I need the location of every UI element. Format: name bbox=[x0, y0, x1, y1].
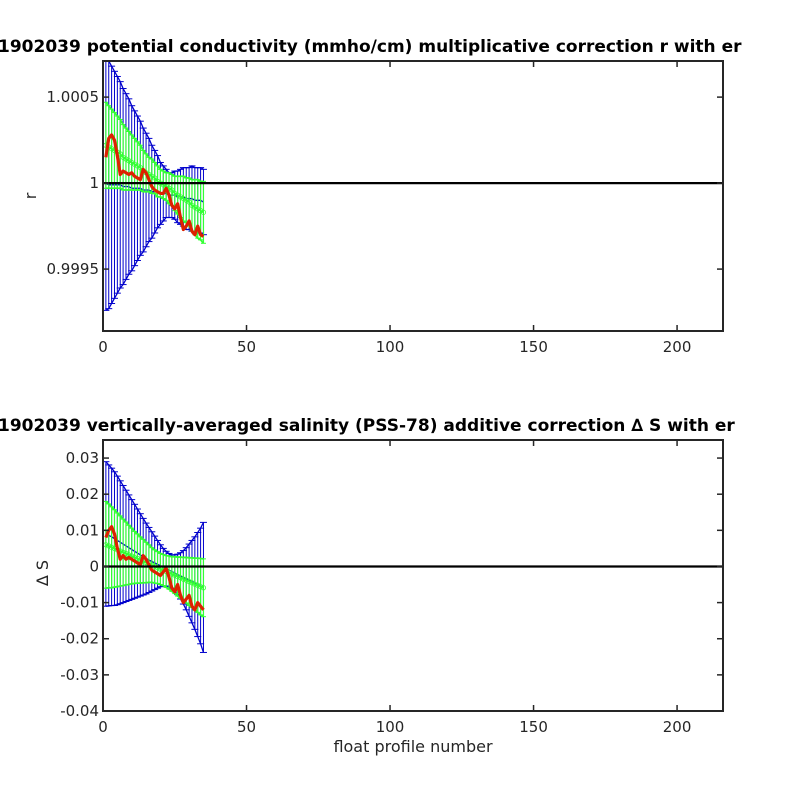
axes-box bbox=[102, 60, 724, 332]
x-axis-label: float profile number bbox=[333, 737, 493, 756]
x-tick-label: 200 bbox=[663, 718, 692, 736]
plot-area bbox=[103, 461, 723, 653]
envelope-lower-line bbox=[105, 581, 204, 618]
data-point bbox=[109, 146, 115, 152]
series-line-fit_with_narrow_errorbars bbox=[105, 144, 204, 214]
y-tick-label: 0.01 bbox=[66, 521, 99, 539]
panel-title: 1902039 vertically-averaged salinity (PS… bbox=[0, 416, 735, 436]
x-tick-label: 50 bbox=[237, 338, 256, 356]
panel-conductivity-correction: 1902039 potential conductivity (mmho/cm)… bbox=[0, 37, 742, 356]
data-point bbox=[129, 159, 135, 166]
series-line-measured bbox=[104, 525, 205, 612]
y-tick-label: -0.01 bbox=[60, 594, 99, 612]
x-tick-label: 200 bbox=[663, 338, 692, 356]
x-tick-label: 0 bbox=[98, 338, 108, 356]
series-line-measured bbox=[104, 133, 205, 238]
data-point bbox=[123, 156, 129, 162]
data-point bbox=[149, 173, 155, 179]
envelope-lower-line bbox=[105, 216, 204, 311]
y-tick-label: 1 bbox=[89, 174, 99, 192]
series-measured bbox=[104, 133, 205, 238]
data-point bbox=[137, 165, 143, 171]
y-tick-label: -0.03 bbox=[60, 666, 99, 684]
y-tick-label: 0.02 bbox=[66, 485, 99, 503]
data-point bbox=[134, 163, 141, 169]
x-tick-label: 0 bbox=[98, 718, 108, 736]
data-point bbox=[189, 202, 195, 209]
y-tick-label: 1.0005 bbox=[47, 88, 100, 106]
y-tick-label: 0 bbox=[89, 557, 99, 575]
data-point bbox=[175, 192, 181, 198]
data-point bbox=[192, 204, 198, 210]
data-point bbox=[197, 208, 204, 214]
y-axis-label: ∆ S bbox=[33, 560, 52, 587]
x-tick-label: 100 bbox=[376, 338, 405, 356]
envelope-upper-line bbox=[105, 101, 204, 183]
x-tick-label: 50 bbox=[237, 718, 256, 736]
series-measured bbox=[104, 525, 205, 612]
envelope-lower-line bbox=[105, 585, 205, 653]
data-point bbox=[177, 194, 184, 200]
plot-area bbox=[103, 61, 723, 311]
data-point bbox=[195, 206, 201, 212]
x-tick-label: 150 bbox=[519, 718, 548, 736]
y-tick-label: 0.9995 bbox=[47, 260, 100, 278]
panel-salinity-correction: 1902039 vertically-averaged salinity (PS… bbox=[0, 416, 735, 756]
y-tick-label: -0.04 bbox=[60, 702, 99, 720]
envelope-upper-line bbox=[105, 500, 204, 560]
data-point bbox=[131, 161, 138, 167]
data-point bbox=[186, 199, 192, 205]
data-point bbox=[200, 209, 207, 215]
x-tick-label: 150 bbox=[519, 338, 548, 356]
envelope-upper-line bbox=[105, 461, 205, 556]
envelope-upper-line bbox=[107, 61, 204, 174]
y-axis-label: r bbox=[21, 192, 40, 199]
data-point bbox=[126, 158, 132, 164]
data-point bbox=[120, 154, 126, 160]
data-point bbox=[172, 190, 178, 197]
x-tick-label: 100 bbox=[376, 718, 405, 736]
data-point bbox=[152, 175, 158, 181]
data-point bbox=[169, 187, 175, 193]
data-point bbox=[183, 197, 189, 203]
data-point bbox=[180, 195, 186, 202]
y-tick-label: -0.02 bbox=[60, 630, 99, 648]
y-tick-label: 0.03 bbox=[66, 449, 99, 467]
axes-box bbox=[102, 439, 724, 712]
panel-title: 1902039 potential conductivity (mmho/cm)… bbox=[0, 37, 742, 57]
